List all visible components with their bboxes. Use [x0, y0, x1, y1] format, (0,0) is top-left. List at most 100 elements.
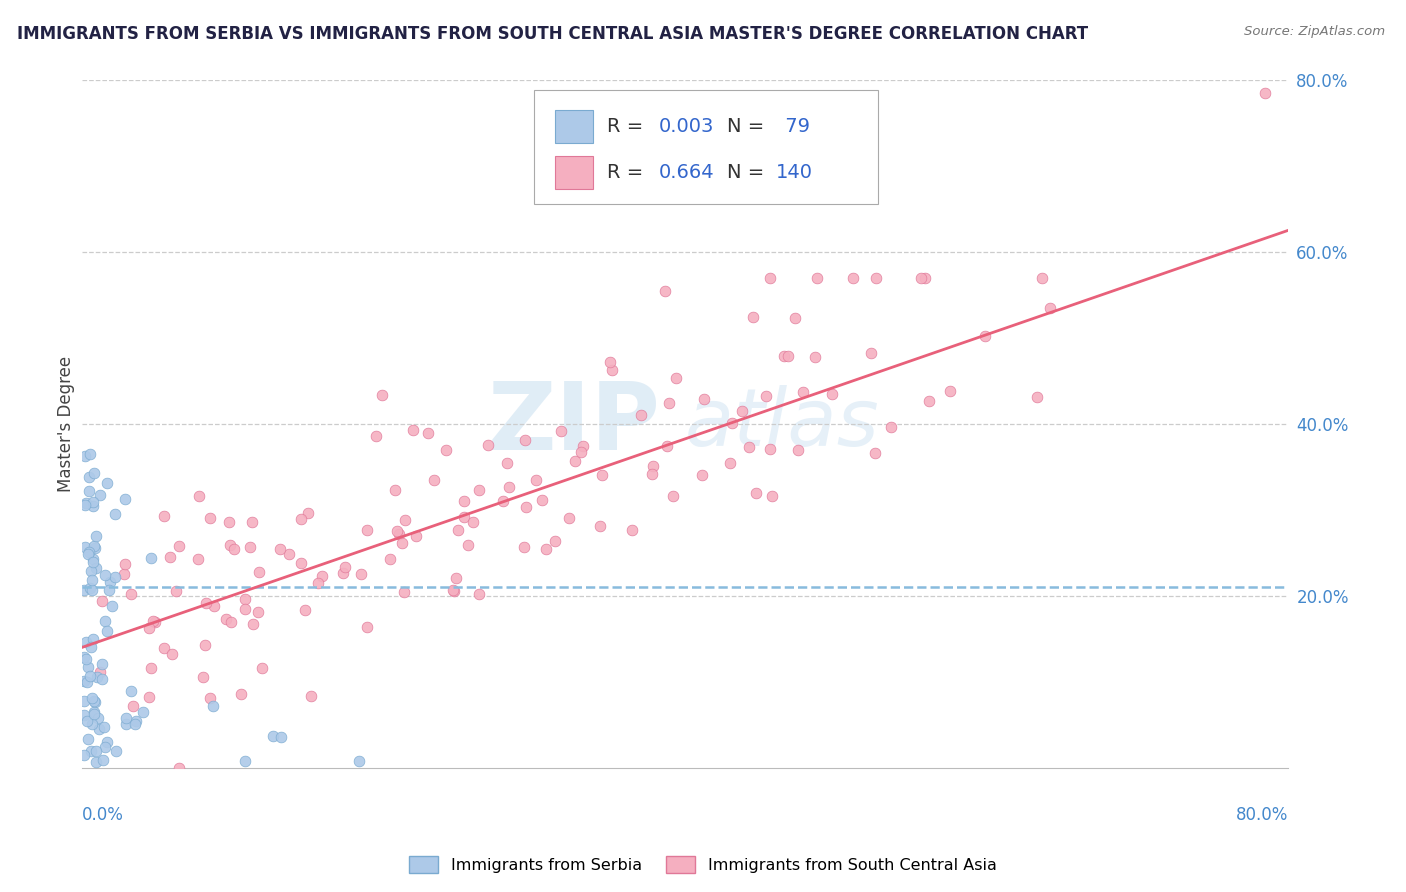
- Point: [96, 475, 118, 490]
- Point: [335, 559, 357, 574]
- Point: [1254, 86, 1277, 100]
- Point: [737, 440, 759, 454]
- Text: atlas: atlas: [685, 384, 880, 463]
- Point: [297, 506, 319, 520]
- Point: [620, 523, 643, 537]
- Point: [94, 568, 117, 582]
- Point: [79, 668, 101, 682]
- Point: [160, 647, 183, 661]
- Point: [114, 491, 136, 506]
- Point: [80, 583, 103, 598]
- Point: [468, 483, 491, 497]
- Point: [246, 605, 269, 619]
- Point: [83, 706, 105, 721]
- Legend: Immigrants from Serbia, Immigrants from South Central Asia: Immigrants from Serbia, Immigrants from …: [404, 849, 1002, 880]
- Point: [453, 494, 475, 508]
- Point: [356, 620, 378, 634]
- Bar: [555, 111, 593, 144]
- Point: [434, 442, 457, 457]
- Point: [242, 617, 264, 632]
- Point: [87, 722, 110, 736]
- Point: [240, 515, 263, 529]
- Point: [378, 552, 401, 566]
- Point: [219, 615, 242, 629]
- Point: [100, 599, 122, 613]
- Point: [233, 592, 256, 607]
- Point: [252, 661, 274, 675]
- Point: [821, 386, 844, 401]
- Point: [93, 720, 115, 734]
- Point: [114, 558, 136, 572]
- Point: [104, 570, 127, 584]
- Point: [73, 650, 96, 665]
- Point: [394, 513, 416, 527]
- Point: [229, 687, 252, 701]
- Point: [384, 483, 406, 497]
- Point: [84, 744, 107, 758]
- Point: [83, 694, 105, 708]
- Point: [194, 638, 217, 652]
- Point: [939, 384, 962, 399]
- Point: [270, 730, 292, 744]
- Point: [531, 493, 554, 508]
- Point: [98, 574, 121, 589]
- Point: [224, 542, 246, 557]
- Point: [187, 552, 209, 566]
- Point: [247, 565, 270, 579]
- Point: [86, 670, 108, 684]
- Point: [77, 483, 100, 498]
- Point: [453, 509, 475, 524]
- Point: [96, 735, 118, 749]
- Point: [82, 495, 104, 509]
- Point: [198, 691, 221, 706]
- Point: [630, 408, 652, 422]
- Point: [79, 565, 101, 579]
- Point: [745, 485, 768, 500]
- Text: IMMIGRANTS FROM SERBIA VS IMMIGRANTS FROM SOUTH CENTRAL ASIA MASTER'S DEGREE COR: IMMIGRANTS FROM SERBIA VS IMMIGRANTS FRO…: [17, 25, 1088, 43]
- Point: [755, 389, 778, 403]
- Text: Source: ZipAtlas.com: Source: ZipAtlas.com: [1244, 25, 1385, 38]
- Point: [194, 596, 217, 610]
- Point: [82, 716, 104, 731]
- Point: [444, 571, 467, 585]
- Point: [498, 480, 520, 494]
- Point: [114, 711, 136, 725]
- Text: N =: N =: [727, 117, 770, 136]
- Point: [84, 755, 107, 769]
- Point: [159, 550, 181, 565]
- Point: [544, 533, 567, 548]
- Point: [239, 540, 262, 554]
- Point: [356, 523, 378, 537]
- Text: R =: R =: [607, 117, 650, 136]
- Point: [350, 567, 373, 582]
- Point: [423, 473, 446, 487]
- Point: [215, 612, 238, 626]
- Point: [79, 640, 101, 654]
- Point: [83, 541, 105, 556]
- Point: [513, 540, 536, 554]
- Point: [405, 529, 427, 543]
- Point: [120, 586, 142, 600]
- Point: [233, 602, 256, 616]
- Point: [311, 568, 333, 582]
- Point: [73, 583, 96, 598]
- Point: [759, 442, 782, 457]
- Point: [731, 404, 754, 418]
- Point: [167, 761, 190, 775]
- Point: [761, 489, 783, 503]
- Point: [641, 467, 664, 481]
- Point: [77, 470, 100, 484]
- Point: [863, 446, 886, 460]
- Point: [76, 731, 98, 746]
- Point: [332, 566, 354, 581]
- Point: [77, 545, 100, 559]
- Point: [83, 695, 105, 709]
- Point: [806, 270, 828, 285]
- Point: [536, 542, 558, 557]
- Point: [73, 449, 96, 463]
- Point: [76, 635, 98, 649]
- Point: [76, 675, 98, 690]
- Point: [201, 699, 224, 714]
- Point: [80, 690, 103, 705]
- Point: [76, 714, 98, 728]
